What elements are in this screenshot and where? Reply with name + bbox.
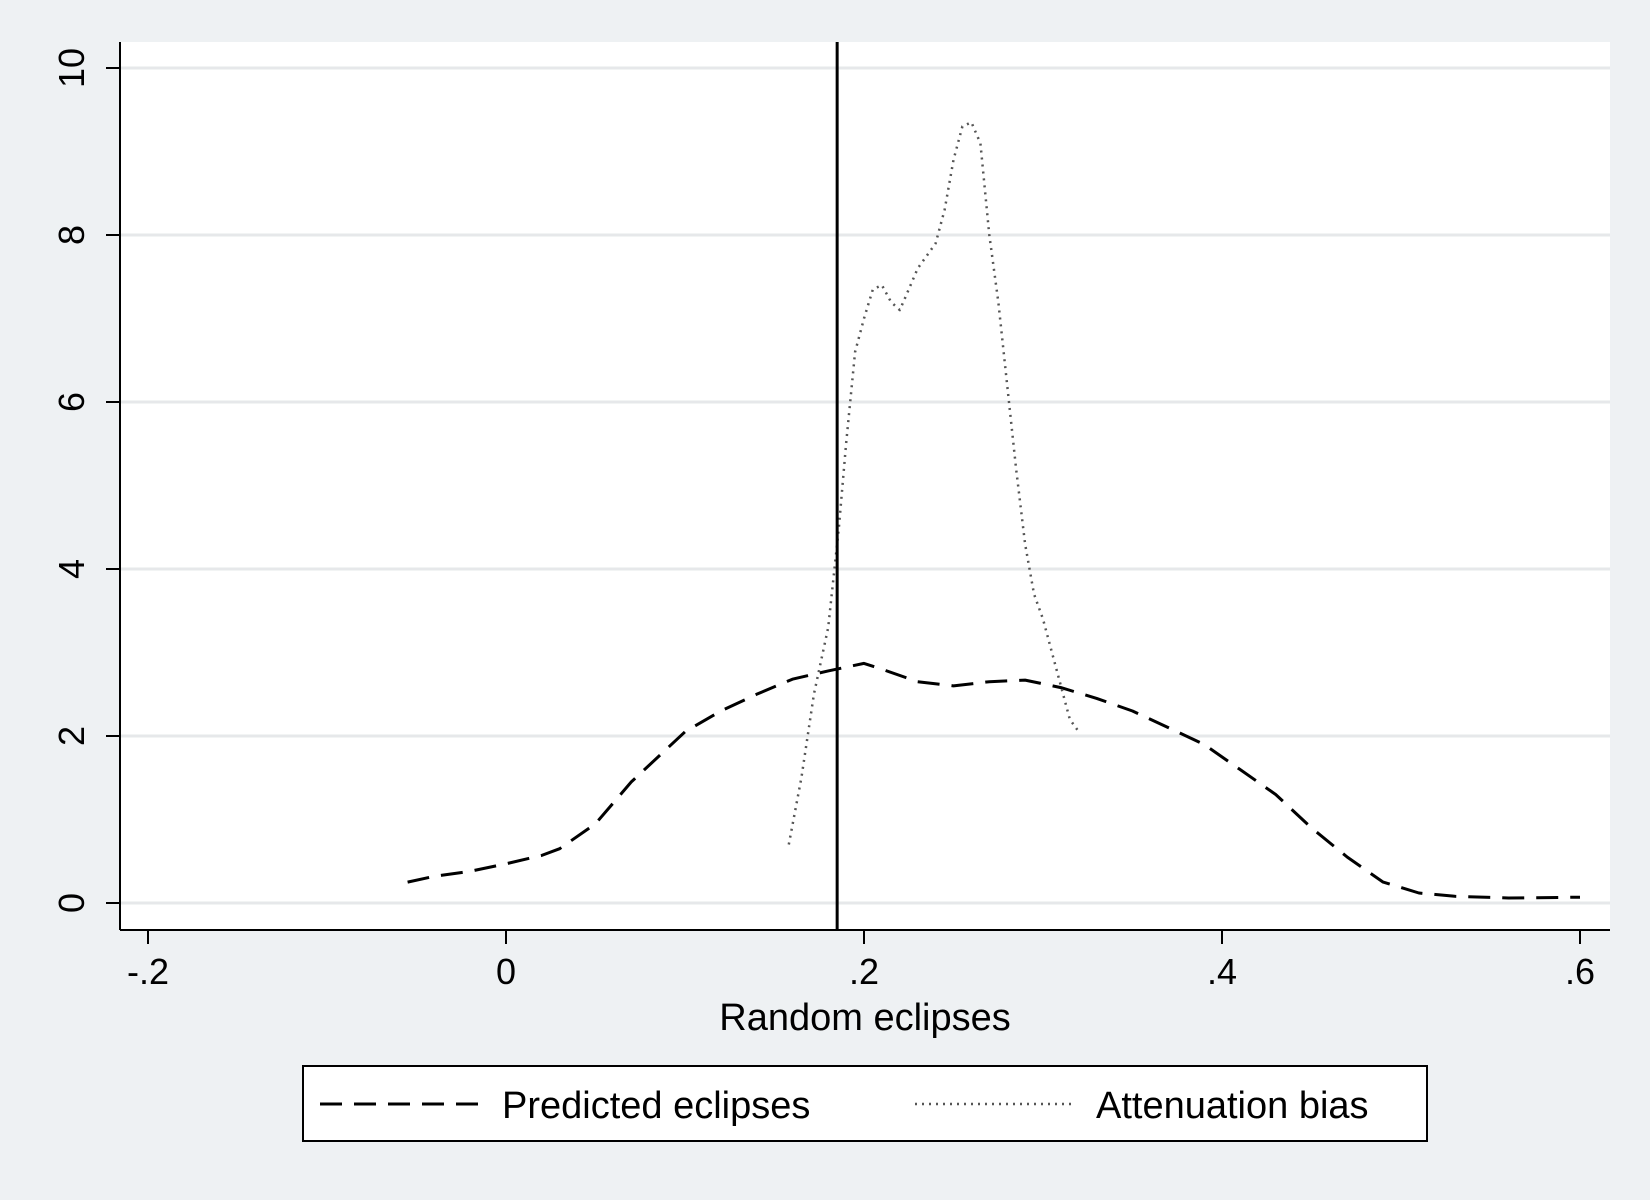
y-tick-label: 2 — [51, 726, 92, 746]
x-axis-ticks: -.2 0 .2 .4 .6 — [127, 930, 1595, 992]
series-layer — [407, 121, 1581, 900]
x-tick-label: .6 — [1565, 951, 1595, 992]
x-tick-label: -.2 — [127, 951, 169, 992]
y-tick-label: 0 — [51, 893, 92, 913]
legend-label-predicted-eclipses: Predicted eclipses — [502, 1085, 810, 1127]
x-tick-label: 0 — [496, 951, 516, 992]
y-tick-label: 8 — [51, 225, 92, 245]
y-axis-ticks: 0 2 4 6 8 10 — [51, 48, 120, 913]
plot-region — [120, 42, 1610, 930]
legend: Predicted eclipses Attenuation bias — [302, 1065, 1428, 1142]
series-line-predicted-eclipses — [407, 661, 1581, 900]
y-tick-label: 6 — [51, 392, 92, 412]
x-axis-title: Random eclipses — [719, 997, 1010, 1039]
legend-box — [302, 1065, 1428, 1142]
x-tick-label: .4 — [1207, 951, 1237, 992]
y-tick-label: 4 — [51, 559, 92, 579]
x-tick-label: .2 — [849, 951, 879, 992]
legend-label-attenuation-bias: Attenuation bias — [1096, 1085, 1369, 1127]
y-tick-label: 10 — [51, 48, 92, 88]
gridlines — [121, 66, 1610, 905]
